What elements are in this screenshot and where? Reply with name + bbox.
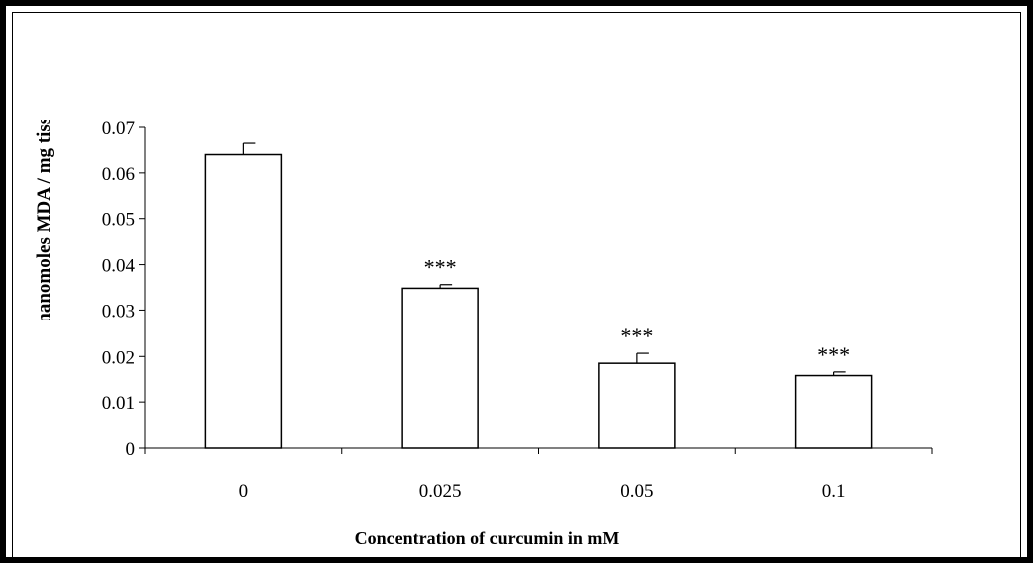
x-tick-label-0: 0 [239,481,249,502]
y-tick-label-1: 0.01 [102,393,135,414]
significance-mark-1: *** [424,255,457,280]
y-tick-label-3: 0.03 [102,301,135,322]
x-axis-title: Concentration of curcumin in mM [355,528,620,548]
y-tick-label-2: 0.02 [102,347,135,368]
y-axis-title: nanomoles MDA / mg tissu [34,106,55,324]
bar-2 [598,362,676,449]
x-tick-label-2: 0.05 [620,481,653,502]
significance-mark-3: *** [817,342,850,367]
x-tick-label-1: 0.025 [419,481,462,502]
chart-area-frame [12,12,1021,558]
bar-1 [401,287,479,449]
y-tick-label-5: 0.05 [102,210,135,231]
y-tick-label-7: 0.07 [102,118,135,139]
x-tick-label-3: 0.1 [822,481,846,502]
y-tick-label-6: 0.06 [102,164,135,185]
plot-area: 0 0.01 0.02 0.03 0.04 0.05 0.06 0.07 0 0.025 *** 0.… [102,118,933,502]
bar-3 [794,374,873,449]
y-tick-label-4: 0.04 [102,256,136,277]
significance-mark-2: *** [620,323,653,348]
y-tick-label-0: 0 [126,439,136,460]
bar-0 [204,153,283,449]
